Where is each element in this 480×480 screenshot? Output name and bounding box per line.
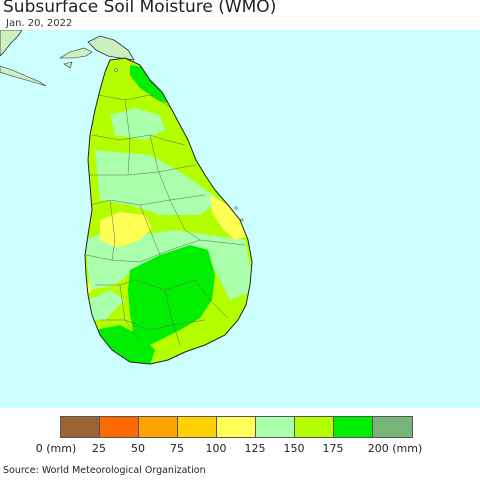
legend-swatch-7 — [334, 417, 373, 437]
legend-tick-label: 125 — [244, 442, 266, 455]
legend-swatch-3 — [178, 417, 217, 437]
legend-swatch-6 — [295, 417, 334, 437]
legend-swatch-2 — [139, 417, 178, 437]
soil-moisture-map — [0, 30, 480, 408]
district-borders — [85, 94, 246, 346]
legend-ticks: 0 (mm) 25 50 75 100 125 150 175 200 (mm) — [0, 442, 480, 456]
legend-tick-label: 175 — [322, 442, 344, 455]
legend-tick-label: 200 (mm) — [367, 442, 423, 455]
legend-swatch-1 — [100, 417, 139, 437]
coastal-islets — [114, 68, 244, 222]
ocean — [0, 30, 480, 408]
jaffna-peninsula — [87, 35, 135, 61]
legend-swatch-4 — [217, 417, 256, 437]
legend-tick-label: 50 — [131, 442, 145, 455]
color-legend — [60, 416, 413, 438]
moisture-zones — [85, 65, 252, 364]
jaffna-islands — [58, 47, 93, 69]
legend-tick-label: 25 — [92, 442, 106, 455]
map-date: Jan. 20, 2022 — [6, 18, 73, 29]
legend-tick-label: 150 — [283, 442, 305, 455]
legend-tick-label: 0 (mm) — [35, 442, 77, 455]
map-title: Subsurface Soil Moisture (WMO) — [3, 0, 277, 17]
legend-tick-label: 75 — [170, 442, 184, 455]
legend-tick-label: 100 — [205, 442, 227, 455]
india-coastline — [0, 30, 23, 57]
legend-swatch-5 — [256, 417, 295, 437]
mannar-strait-islands — [0, 65, 47, 87]
legend-swatch-8 — [373, 417, 412, 437]
source-credit: Source: World Meteorological Organizatio… — [3, 465, 206, 476]
legend-swatch-0 — [61, 417, 100, 437]
